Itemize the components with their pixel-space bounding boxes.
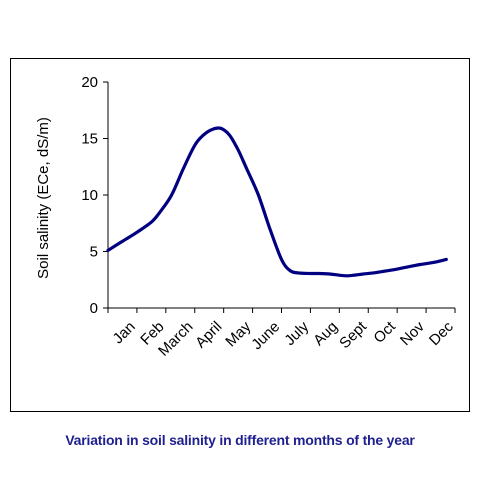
x-tick-label-july: July (281, 318, 312, 349)
x-tick-label-sept: Sept (336, 318, 370, 352)
chart-frame (10, 58, 470, 412)
chart-caption: Variation in soil salinity in different … (65, 432, 415, 448)
x-tick-label-nov: Nov (397, 318, 428, 349)
y-tick-labels: 0 5 10 15 20 (81, 74, 98, 317)
x-tick-label-jan: Jan (110, 318, 139, 347)
chart-axes (107, 82, 455, 309)
series-group (106, 126, 448, 278)
x-tick-label-dec: Dec (426, 318, 457, 349)
x-tick-label-aug: Aug (310, 318, 341, 349)
y-tick-marks (103, 81, 456, 313)
x-tick-label-may: May (222, 318, 254, 350)
y-tick-label: 5 (90, 244, 98, 261)
series-line-0 (106, 126, 448, 278)
y-tick-label: 20 (81, 74, 98, 91)
y-tick-label: 15 (81, 131, 98, 148)
y-axis-label: Soil salinity (ECe, dS/m) (35, 117, 52, 279)
y-tick-label: 10 (81, 187, 98, 204)
x-tick-label-oct: Oct (370, 318, 399, 347)
y-tick-label: 0 (90, 300, 98, 317)
salinity-line-chart: 0 5 10 15 20 JanFebMarchAprilMayJuneJulyAugS… (35, 74, 458, 360)
x-tick-label-june: June (248, 318, 283, 353)
x-tick-label-april: April (192, 318, 225, 351)
